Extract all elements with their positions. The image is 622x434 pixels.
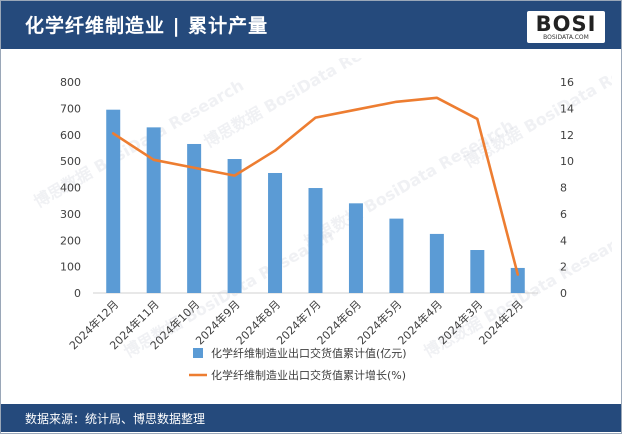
y-right-tick-label: 12 (560, 129, 574, 142)
logo-text: BOSI (535, 12, 597, 36)
y-left-tick-label: 800 (60, 76, 81, 89)
brand-logo: BOSI BOSIDATA.COM (527, 11, 605, 43)
bar (389, 218, 404, 293)
y-left-tick-label: 0 (74, 287, 81, 300)
y-right-tick-label: 2 (560, 261, 567, 274)
y-left-tick-label: 300 (60, 208, 81, 221)
y-left-tick-label: 200 (60, 234, 81, 247)
bar (429, 233, 444, 293)
y-left-tick-label: 600 (60, 129, 81, 142)
bar (227, 159, 242, 293)
legend-line-label: 化学纤维制造业出口交货值累计增长(%) (211, 368, 406, 382)
watermark-text: 博思数据 BosiData Research (301, 116, 517, 252)
footer-bar: 数据来源：统计局、博思数据整理 (1, 404, 621, 432)
bar (348, 203, 363, 293)
watermark-text: 博思数据 BosiData Research (461, 58, 613, 171)
y-right-tick-label: 0 (560, 287, 567, 300)
y-right-tick-label: 16 (560, 76, 574, 89)
bar (268, 172, 283, 293)
logo-subtext: BOSIDATA.COM (543, 34, 589, 41)
y-right-tick-label: 8 (560, 182, 567, 195)
legend-bar-swatch (193, 348, 203, 358)
bar (510, 267, 525, 293)
page-title: 化学纤维制造业 | 累计产量 (25, 15, 269, 37)
bar (470, 250, 485, 293)
legend-bar-label: 化学纤维制造业出口交货值累计值(亿元) (211, 346, 407, 360)
y-left-tick-label: 100 (60, 261, 81, 274)
y-left-tick-label: 700 (60, 102, 81, 115)
y-right-tick-label: 4 (560, 234, 567, 247)
y-left-tick-label: 400 (60, 182, 81, 195)
bar (106, 109, 121, 293)
y-right-tick-label: 10 (560, 155, 574, 168)
y-left-tick-label: 500 (60, 155, 81, 168)
bar (146, 127, 161, 294)
bar (187, 143, 202, 293)
growth-line (111, 96, 520, 276)
y-right-tick-label: 14 (560, 102, 574, 115)
bar (308, 188, 323, 293)
y-right-tick-label: 6 (560, 208, 567, 221)
header-bar: 化学纤维制造业 | 累计产量 BOSI BOSIDATA.COM (1, 1, 621, 49)
data-source: 数据来源：统计局、博思数据整理 (25, 412, 206, 426)
chart-area: 博思数据 BosiData Research 博思数据 BosiData Rese… (8, 16, 622, 398)
